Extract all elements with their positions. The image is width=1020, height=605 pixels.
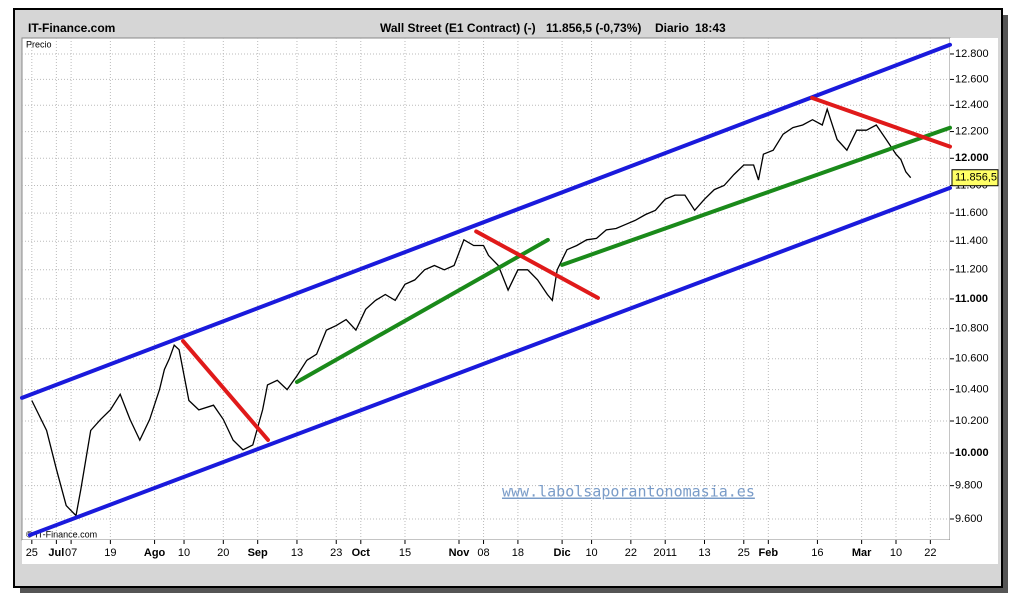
price-line xyxy=(31,107,912,517)
x-tick-label: 10 xyxy=(178,547,190,559)
y-tick-label: 12.600 xyxy=(955,73,989,85)
x-tick-label: 10 xyxy=(890,547,902,559)
x-tick-label: Jul xyxy=(48,547,64,559)
y-tick-label: 12.400 xyxy=(955,99,989,111)
x-tick-label: 22 xyxy=(924,547,936,559)
x-tick-label: 25 xyxy=(738,547,750,559)
trendline xyxy=(294,237,550,385)
x-axis-area xyxy=(22,540,998,564)
x-tick-label: 18 xyxy=(512,547,524,559)
chart-title: Wall Street (E1 Contract) (-) xyxy=(380,21,536,35)
y-tick-label: 12.200 xyxy=(955,125,989,137)
y-tick-label: 12.800 xyxy=(955,48,989,60)
y-axis-label: Precio xyxy=(26,39,52,49)
time: 18:43 xyxy=(695,21,726,35)
x-tick-label: 07 xyxy=(65,547,77,559)
x-tick-label: 23 xyxy=(330,547,342,559)
watermark: www.labolsaporantonomasia.es xyxy=(502,483,755,501)
x-tick-label: Ago xyxy=(144,547,166,559)
trendline xyxy=(810,95,952,149)
y-tick-label: 11.400 xyxy=(955,235,988,247)
x-tick-label: Sep xyxy=(248,547,268,559)
x-tick-label: 2011 xyxy=(653,547,677,559)
x-tick-label: 16 xyxy=(811,547,823,559)
trendline xyxy=(474,229,600,300)
x-tick-label: Feb xyxy=(759,547,779,559)
y-tick-label: 12.000 xyxy=(955,152,989,164)
y-tick-label: 10.000 xyxy=(955,447,989,459)
x-tick-label: 13 xyxy=(291,547,303,559)
y-tick-label: 11.600 xyxy=(955,207,988,219)
copyright: © IT-Finance.com xyxy=(26,529,97,539)
x-tick-label: 22 xyxy=(625,547,637,559)
x-tick-label: 25 xyxy=(26,547,38,559)
x-tick-label: Oct xyxy=(352,547,371,559)
x-tick-label: 10 xyxy=(585,547,597,559)
period: Diario xyxy=(655,21,689,35)
source: IT-Finance.com xyxy=(28,21,115,35)
x-tick-label: 08 xyxy=(477,547,489,559)
trendline xyxy=(560,125,952,267)
y-tick-label: 10.800 xyxy=(955,322,989,334)
y-tick-label: 9.600 xyxy=(955,513,983,525)
x-tick-label: Nov xyxy=(449,547,471,559)
y-tick-label: 10.200 xyxy=(955,415,989,427)
x-tick-label: Mar xyxy=(852,547,872,559)
y-tick-label: 10.400 xyxy=(955,384,989,396)
last-tag-box xyxy=(951,169,999,187)
y-axis-area xyxy=(950,38,998,540)
y-tick-label: 11.000 xyxy=(955,293,988,305)
y-tick-label: 11.200 xyxy=(955,264,988,276)
x-tick-label: 15 xyxy=(399,547,411,559)
x-tick-label: 19 xyxy=(104,547,116,559)
x-tick-label: 20 xyxy=(217,547,229,559)
x-tick-label: Dic xyxy=(554,547,571,559)
trendline xyxy=(27,185,952,538)
y-tick-label: 10.600 xyxy=(955,353,989,365)
last-tag: 11.856,5 xyxy=(955,172,997,184)
trendline xyxy=(20,42,952,400)
last-label: 11.856,5 (-0,73%) xyxy=(546,21,641,35)
y-tick-label: 9.800 xyxy=(955,480,983,492)
plot-area xyxy=(21,37,951,541)
x-tick-label: 13 xyxy=(698,547,710,559)
trendline xyxy=(181,339,270,442)
